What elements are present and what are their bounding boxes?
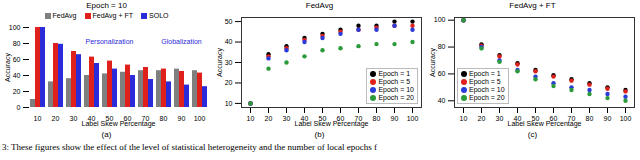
svg-text:100: 100 (434, 16, 446, 23)
svg-text:100: 100 (9, 24, 21, 31)
svg-text:80: 80 (13, 40, 21, 47)
svg-text:20: 20 (13, 88, 21, 95)
svg-text:40: 40 (438, 97, 446, 104)
svg-text:80: 80 (160, 115, 168, 122)
svg-text:90: 90 (604, 115, 612, 122)
svg-text:80: 80 (438, 43, 446, 50)
html-text:(b): (b) (314, 130, 325, 139)
svg-text:90: 90 (391, 115, 399, 122)
svg-text:30: 30 (283, 115, 291, 122)
svg-text:30: 30 (70, 115, 78, 122)
svg-text:100: 100 (620, 115, 632, 122)
html-text:FedAvg: FedAvg (52, 12, 77, 19)
svg-text:30: 30 (225, 59, 233, 66)
svg-text:60: 60 (13, 56, 21, 63)
svg-text:20: 20 (478, 115, 486, 122)
svg-text:Globalization: Globalization (161, 38, 202, 45)
svg-text:40: 40 (13, 72, 21, 79)
html-text:Epoch = 1: Epoch = 1 (469, 70, 501, 77)
svg-text:30: 30 (496, 115, 504, 122)
svg-text:Accuracy: Accuracy (216, 48, 224, 77)
svg-text:10: 10 (247, 115, 255, 122)
html-text:FedAvg: FedAvg (305, 1, 334, 10)
svg-text:40: 40 (225, 38, 233, 45)
svg-text:Label Skew Percentage: Label Skew Percentage (295, 120, 369, 128)
html-text:Epoch = 20: Epoch = 20 (469, 94, 505, 101)
svg-text:50: 50 (225, 18, 233, 25)
svg-text:100: 100 (407, 115, 419, 122)
html-text:FedAvg + FT: FedAvg + FT (509, 1, 556, 10)
svg-text:Label Skew Percentage: Label Skew Percentage (508, 120, 582, 128)
svg-text:80: 80 (586, 115, 594, 122)
html-text:Epoch = 5: Epoch = 5 (378, 78, 411, 85)
svg-text:10: 10 (225, 100, 233, 107)
html-text:Epoch = 20: Epoch = 20 (378, 94, 414, 101)
svg-text:80: 80 (373, 115, 381, 122)
html-text:Epoch = 10: Epoch = 10 (86, 1, 127, 10)
svg-text:Accuracy: Accuracy (429, 48, 437, 77)
html-text:SOLO: SOLO (149, 12, 169, 19)
html-text:3: These figures show the effe: 3: These figures show the effect of the … (2, 142, 377, 152)
svg-text:0: 0 (17, 104, 21, 111)
html-text:FedAvg + FT: FedAvg + FT (92, 12, 133, 19)
svg-text:10: 10 (460, 115, 468, 122)
svg-text:Personalization: Personalization (86, 38, 134, 45)
svg-text:20: 20 (52, 115, 60, 122)
html-text:(c): (c) (527, 130, 538, 139)
svg-text:Label Skew Percentage: Label Skew Percentage (82, 120, 156, 128)
html-text:Epoch = 1: Epoch = 1 (378, 70, 411, 77)
svg-text:Accuracy: Accuracy (4, 53, 12, 82)
svg-text:100: 100 (194, 115, 206, 122)
svg-text:60: 60 (438, 70, 446, 77)
html-text:(a): (a) (101, 130, 112, 139)
svg-text:10: 10 (34, 115, 42, 122)
html-text:Epoch = 10: Epoch = 10 (378, 86, 414, 93)
html-text:Epoch = 5: Epoch = 5 (469, 78, 501, 85)
svg-text:90: 90 (178, 115, 186, 122)
html-text:Epoch = 10: Epoch = 10 (469, 86, 505, 93)
svg-text:20: 20 (265, 115, 273, 122)
svg-text:20: 20 (225, 79, 233, 86)
